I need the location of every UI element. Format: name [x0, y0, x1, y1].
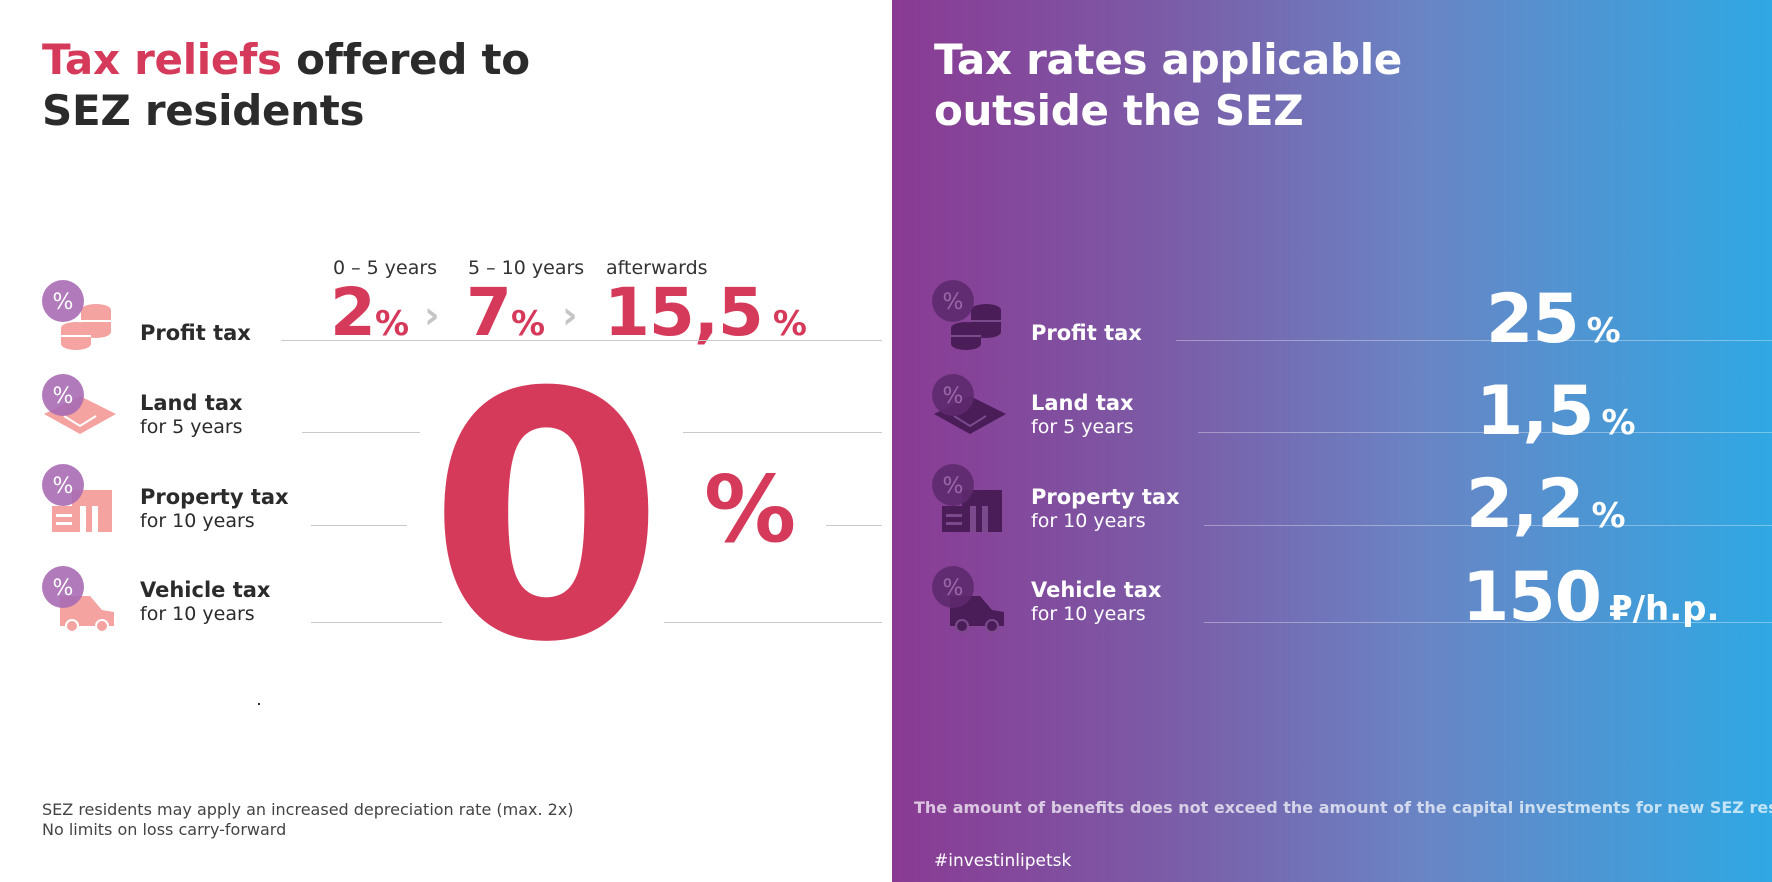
period-label-5-10: 5 – 10 years — [468, 257, 585, 279]
divider — [826, 525, 882, 526]
row-name: Vehicle tax — [1031, 578, 1162, 602]
rate-unit: % — [1591, 496, 1626, 536]
zero-rate-value: 0 — [428, 321, 665, 717]
right-title-line-1: Tax rates applicable — [934, 35, 1402, 84]
divider — [281, 340, 882, 341]
row-sub: for 10 years — [1031, 510, 1146, 532]
row-sub: for 10 years — [140, 510, 255, 532]
divider — [311, 622, 442, 623]
coins-percent-icon: % — [42, 280, 111, 350]
left-title-rest: offered to — [281, 35, 530, 84]
left-title-line-2: SEZ residents — [42, 86, 365, 135]
profit-rate-0-5: 2% — [330, 278, 409, 365]
row-sub: for 5 years — [140, 416, 243, 438]
divider — [1204, 525, 1772, 526]
car-percent-icon: % — [42, 566, 114, 633]
left-footnote: SEZ residents may apply an increased dep… — [42, 800, 574, 840]
profit-rate-0-5-unit: % — [374, 304, 410, 344]
footnote-loss-carry: No limits on loss carry-forward — [42, 820, 287, 839]
footnote-depreciation: SEZ residents may apply an increased dep… — [42, 800, 574, 819]
car-percent-icon: % — [932, 566, 1004, 633]
svg-text:%: % — [943, 384, 964, 409]
rate-value: 25 — [1486, 280, 1580, 359]
dot — [258, 703, 260, 705]
rate-value: 1,5 — [1476, 372, 1594, 451]
left-row-property-tax: Property tax for 10 years — [140, 484, 289, 532]
row-name: Vehicle tax — [140, 578, 271, 602]
row-sub: for 5 years — [1031, 416, 1134, 438]
right-title: Tax rates applicable outside the SEZ — [934, 34, 1402, 136]
sez-reliefs-panel: Tax reliefs offered to SEZ residents 0 –… — [42, 34, 882, 840]
outside-sez-panel: Tax rates applicable outside the SEZ % % — [892, 0, 1772, 882]
right-row-property-tax: Property tax for 10 years — [1031, 484, 1180, 532]
hashtag: #investinlipetsk — [934, 851, 1072, 871]
svg-text:%: % — [53, 474, 74, 499]
land-tax-rate: 1,5% — [1476, 372, 1636, 451]
profit-rate-0-5-value: 2 — [330, 274, 376, 351]
divider — [683, 432, 882, 433]
row-name: Land tax — [140, 391, 243, 415]
rate-unit: % — [1586, 311, 1621, 351]
svg-text:%: % — [943, 290, 964, 315]
rate-unit: ₽/h.p. — [1608, 589, 1720, 629]
period-label-afterwards: afterwards — [606, 257, 708, 279]
rate-unit: % — [1601, 403, 1636, 443]
period-label-0-5: 0 – 5 years — [333, 257, 438, 279]
coins-percent-icon: % — [932, 280, 1001, 350]
divider — [311, 525, 407, 526]
divider — [1198, 432, 1772, 433]
divider — [1176, 340, 1772, 341]
profit-rate-afterwards: 15,5% — [604, 278, 807, 365]
svg-text:%: % — [53, 576, 74, 601]
right-row-profit-tax: Profit tax — [1031, 320, 1142, 346]
svg-text:%: % — [53, 384, 74, 409]
row-sub: for 10 years — [140, 603, 255, 625]
svg-text:%: % — [53, 290, 74, 315]
divider — [664, 622, 882, 623]
building-percent-icon: % — [42, 464, 112, 532]
profit-rate-5-10: 7% — [466, 278, 545, 365]
row-name: Property tax — [140, 485, 289, 509]
row-sub: for 10 years — [1031, 603, 1146, 625]
rate-value: 2,2 — [1466, 465, 1584, 544]
right-footnote: The amount of benefits does not exceed t… — [914, 798, 1772, 817]
profit-rate-5-10-unit: % — [510, 304, 546, 344]
left-row-profit-tax: Profit tax — [140, 320, 251, 346]
right-row-vehicle-tax: Vehicle tax for 10 years — [1031, 577, 1161, 625]
left-title: Tax reliefs offered to SEZ residents — [42, 34, 530, 136]
profit-tax-rate: 25% — [1486, 280, 1621, 359]
vehicle-tax-rate: 150 ₽/h.p. — [1462, 558, 1719, 637]
row-name: Property tax — [1031, 485, 1180, 509]
rate-value: 150 — [1462, 558, 1602, 637]
profit-rate-afterwards-unit: % — [772, 304, 807, 344]
divider — [1204, 622, 1772, 623]
row-name: Profit tax — [140, 321, 251, 345]
left-row-land-tax: Land tax for 5 years — [140, 390, 243, 438]
svg-text:%: % — [943, 576, 964, 601]
chevron-right-icon: › — [562, 293, 578, 337]
land-percent-icon: % — [932, 374, 1006, 434]
svg-text:%: % — [943, 474, 964, 499]
chevron-right-icon: › — [424, 293, 440, 337]
land-percent-icon: % — [42, 374, 116, 434]
profit-rate-afterwards-value: 15,5 — [604, 274, 764, 351]
right-row-land-tax: Land tax for 5 years — [1031, 390, 1134, 438]
property-tax-rate: 2,2% — [1466, 465, 1626, 544]
zero-rate-unit: % — [704, 456, 797, 563]
profit-rate-5-10-value: 7 — [466, 274, 512, 351]
left-title-accent: Tax reliefs — [42, 35, 282, 84]
left-row-vehicle-tax: Vehicle tax for 10 years — [140, 577, 270, 625]
row-name: Land tax — [1031, 391, 1134, 415]
right-title-line-2: outside the SEZ — [934, 86, 1304, 135]
building-percent-icon: % — [932, 464, 1002, 532]
divider — [302, 432, 420, 433]
row-name: Profit tax — [1031, 321, 1142, 345]
